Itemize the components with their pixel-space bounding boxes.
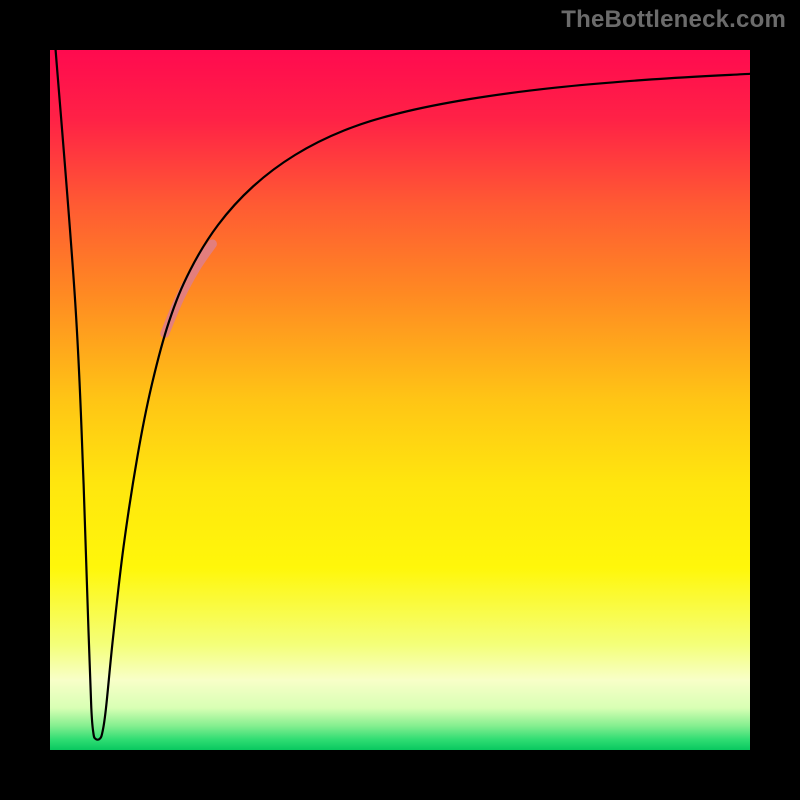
- chart-background-gradient: [50, 50, 750, 750]
- bottleneck-chart-svg: [0, 0, 800, 800]
- chart-stage: TheBottleneck.com: [0, 0, 800, 800]
